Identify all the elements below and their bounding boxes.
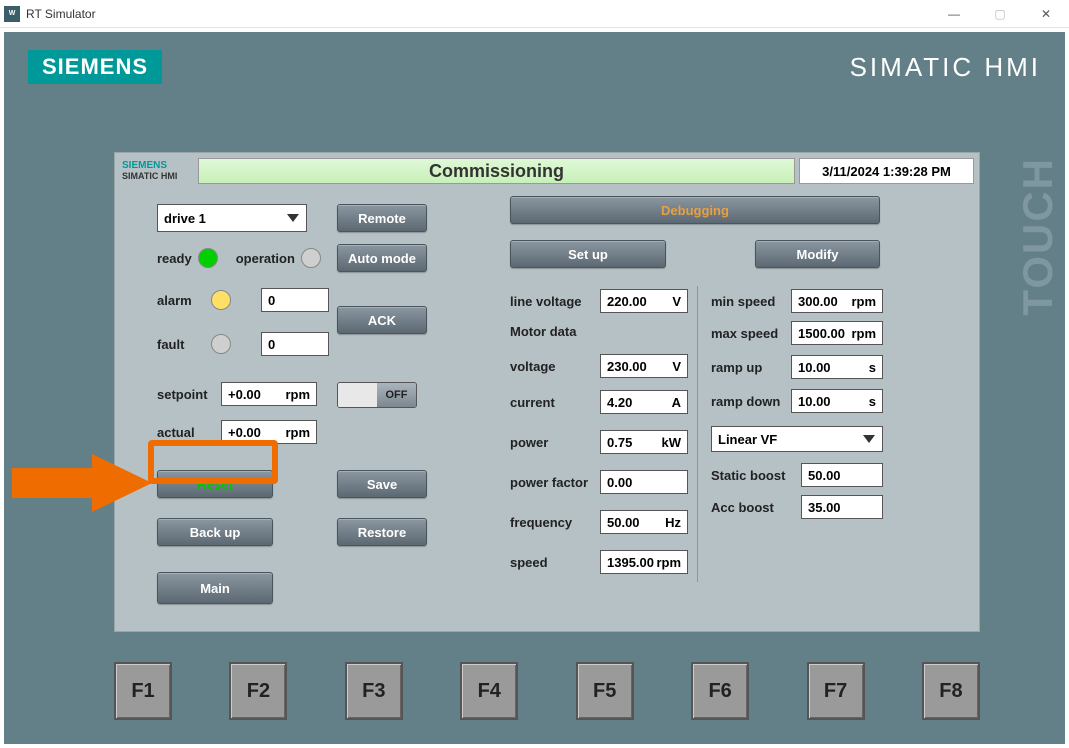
reset-highlight (148, 440, 278, 484)
panel-bezel: SIEMENS SIMATIC HMI TOUCH SIEMENS SIMATI… (4, 32, 1065, 744)
power-value[interactable]: 0.75kW (600, 430, 688, 454)
f4-key[interactable]: F4 (460, 662, 518, 720)
ramp-up-value[interactable]: 10.00s (791, 355, 883, 379)
fault-indicator (211, 334, 231, 354)
current-label: current (510, 395, 600, 410)
f6-key[interactable]: F6 (691, 662, 749, 720)
setpoint-value[interactable]: +0.00rpm (221, 382, 317, 406)
window-title: RT Simulator (26, 7, 96, 21)
vertical-divider (697, 286, 698, 582)
save-button[interactable]: Save (337, 470, 427, 498)
on-off-toggle[interactable]: OFF (337, 382, 417, 408)
operation-indicator (301, 248, 321, 268)
min-speed-value[interactable]: 300.00rpm (791, 289, 883, 313)
backup-button[interactable]: Back up (157, 518, 273, 546)
callout-arrow-icon (12, 454, 152, 512)
chevron-down-icon (862, 434, 876, 444)
line-voltage-value[interactable]: 220.00V (600, 289, 688, 313)
max-speed-value[interactable]: 1500.00rpm (791, 321, 883, 345)
setup-button[interactable]: Set up (510, 240, 666, 268)
f2-key[interactable]: F2 (229, 662, 287, 720)
page-title: Commissioning (198, 158, 795, 184)
remote-button[interactable]: Remote (337, 204, 427, 232)
alarm-value: 0 (261, 288, 329, 312)
f3-key[interactable]: F3 (345, 662, 403, 720)
maximize-button[interactable]: ▢ (977, 0, 1023, 28)
operation-label: operation (236, 251, 295, 266)
modify-button[interactable]: Modify (755, 240, 880, 268)
drive-select[interactable]: drive 1 (157, 204, 307, 232)
function-key-row: F1 F2 F3 F4 F5 F6 F7 F8 (114, 662, 980, 720)
brand-logo-left: SIEMENS (28, 50, 162, 84)
hmi-screen: SIEMENS SIMATIC HMI Commissioning 3/11/2… (114, 152, 980, 632)
debugging-button[interactable]: Debugging (510, 196, 880, 224)
actual-label: actual (157, 425, 215, 440)
auto-mode-button[interactable]: Auto mode (337, 244, 427, 272)
alarm-label: alarm (157, 293, 201, 308)
max-speed-label: max speed (711, 326, 791, 341)
power-factor-label: power factor (510, 475, 600, 490)
alarm-indicator (211, 290, 231, 310)
ack-button[interactable]: ACK (337, 306, 427, 334)
header-small-logo: SIEMENS SIMATIC HMI (120, 160, 198, 182)
fault-label: fault (157, 337, 201, 352)
ramp-up-label: ramp up (711, 360, 791, 375)
drive-select-value: drive 1 (164, 211, 206, 226)
speed-label: speed (510, 555, 600, 570)
static-boost-value[interactable]: 50.00 (801, 463, 883, 487)
ramp-down-value[interactable]: 10.00s (791, 389, 883, 413)
minimize-button[interactable]: — (931, 0, 977, 28)
fault-value: 0 (261, 332, 329, 356)
speed-value[interactable]: 1395.00rpm (600, 550, 688, 574)
frequency-value[interactable]: 50.00Hz (600, 510, 688, 534)
power-factor-value[interactable]: 0.00 (600, 470, 688, 494)
voltage-label: voltage (510, 359, 600, 374)
titlebar: W RT Simulator — ▢ ✕ (0, 0, 1069, 28)
timestamp: 3/11/2024 1:39:28 PM (799, 158, 974, 184)
f5-key[interactable]: F5 (576, 662, 634, 720)
f1-key[interactable]: F1 (114, 662, 172, 720)
line-voltage-label: line voltage (510, 294, 600, 309)
chevron-down-icon (286, 213, 300, 223)
current-value[interactable]: 4.20A (600, 390, 688, 414)
acc-boost-label: Acc boost (711, 500, 801, 515)
min-speed-label: min speed (711, 294, 791, 309)
app-icon: W (4, 6, 20, 22)
ramp-down-label: ramp down (711, 394, 791, 409)
main-button[interactable]: Main (157, 572, 273, 604)
voltage-value[interactable]: 230.00V (600, 354, 688, 378)
motor-data-heading: Motor data (510, 324, 690, 350)
frequency-label: frequency (510, 515, 600, 530)
static-boost-label: Static boost (711, 468, 801, 483)
acc-boost-value[interactable]: 35.00 (801, 495, 883, 519)
ready-indicator (198, 248, 218, 268)
brand-logo-right: SIMATIC HMI (850, 52, 1041, 83)
ready-label: ready (157, 251, 192, 266)
setpoint-label: setpoint (157, 387, 215, 402)
f7-key[interactable]: F7 (807, 662, 865, 720)
restore-button[interactable]: Restore (337, 518, 427, 546)
touch-label: TOUCH (1014, 157, 1062, 316)
power-label: power (510, 435, 600, 450)
f8-key[interactable]: F8 (922, 662, 980, 720)
close-button[interactable]: ✕ (1023, 0, 1069, 28)
vf-mode-select[interactable]: Linear VF (711, 426, 883, 452)
